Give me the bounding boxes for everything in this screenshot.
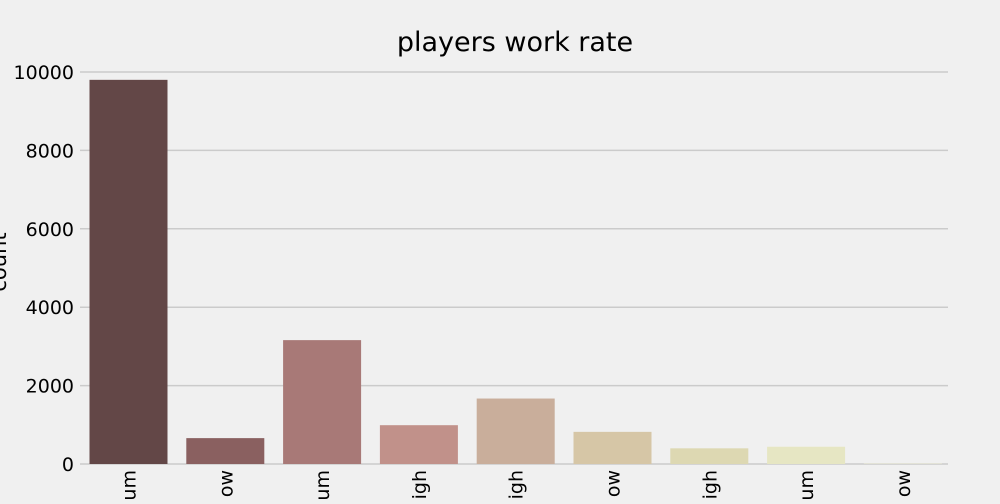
x-tick-label: um [119,470,141,500]
bar [670,448,748,464]
bar [477,399,555,464]
x-tick-label: igh [699,470,721,499]
x-tick-label: igh [409,470,431,499]
bar [767,447,845,464]
y-axis-label: count [0,232,11,291]
y-tick-label: 2000 [26,376,74,398]
y-tick-labels: 0 2000 4000 6000 8000 10000 [14,62,74,476]
x-tick-label: ow [603,470,625,497]
x-tick-label: um [796,470,818,500]
bar [186,438,264,464]
y-tick-label: 10000 [14,62,74,84]
chart-title: players work rate [397,27,633,58]
x-tick-label: ow [215,470,237,497]
y-tick-label: 6000 [26,219,74,241]
y-tick-label: 4000 [26,297,74,319]
y-tick-label: 0 [62,454,74,476]
y-tick-label: 8000 [26,140,74,162]
x-tick-label: igh [506,470,528,499]
bars [90,80,942,464]
bar [574,432,652,464]
x-tick-label: um [312,470,334,500]
x-tick-label: ow [893,470,915,497]
bar [90,80,168,464]
bar [380,425,458,464]
bar [283,340,361,464]
x-tick-labels: um ow um igh igh ow igh um ow [119,470,915,500]
